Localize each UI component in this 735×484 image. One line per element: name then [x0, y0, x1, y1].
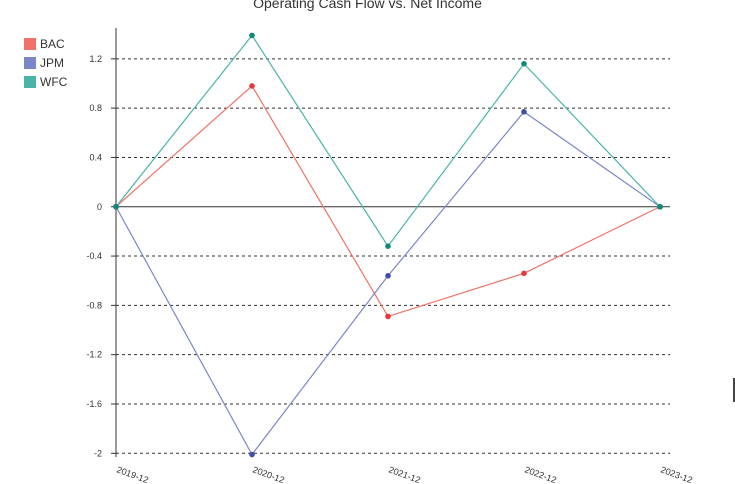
- legend-label: WFC: [40, 74, 68, 89]
- data-point-jpm: [249, 451, 255, 458]
- chart-title: Operating Cash Flow vs. Net Income: [253, 0, 482, 11]
- y-tick-label: -0.8: [86, 300, 102, 310]
- legend-label: JPM: [40, 55, 64, 70]
- y-tick-label: -2: [94, 448, 102, 458]
- x-tick-label: 2023-12: [659, 464, 693, 484]
- legend-swatch: [24, 75, 36, 88]
- legend-item-wfc[interactable]: WFC: [24, 72, 67, 91]
- y-tick-label: 0.8: [89, 103, 102, 113]
- y-tick-label: 0: [97, 202, 102, 212]
- data-point-jpm: [521, 109, 527, 115]
- x-tick-label: 2022-12: [523, 464, 557, 484]
- legend-item-jpm[interactable]: JPM: [24, 53, 67, 72]
- data-point-wfc: [521, 60, 527, 67]
- y-tick-label: -0.4: [86, 251, 102, 261]
- y-tick-label: 0.4: [89, 152, 102, 162]
- series-line-wfc: [115, 34, 661, 248]
- x-tick-label: 2019-12: [115, 464, 149, 484]
- data-point-wfc: [113, 203, 119, 210]
- data-point-wfc: [249, 32, 255, 39]
- data-point-wfc: [385, 243, 391, 249]
- y-tick-label: -1.6: [86, 399, 102, 409]
- x-tick-label: 2021-12: [387, 464, 421, 484]
- legend-swatch: [24, 56, 36, 69]
- data-point-bac: [385, 313, 391, 320]
- x-tick-label: 2020-12: [251, 464, 285, 484]
- series-line-jpm: [115, 111, 661, 456]
- data-point-bac: [521, 270, 527, 277]
- scrollbar-edge[interactable]: [733, 378, 735, 402]
- data-point-bac: [249, 83, 255, 89]
- y-tick-label: 1.2: [89, 54, 102, 64]
- legend-label: BAC: [40, 36, 65, 51]
- y-tick-label: -1.2: [86, 350, 102, 360]
- legend-item-bac[interactable]: BAC: [24, 34, 67, 53]
- data-point-wfc: [657, 203, 663, 210]
- legend-swatch: [24, 37, 36, 50]
- data-point-jpm: [385, 272, 391, 279]
- legend: BAC JPM WFC: [24, 34, 67, 91]
